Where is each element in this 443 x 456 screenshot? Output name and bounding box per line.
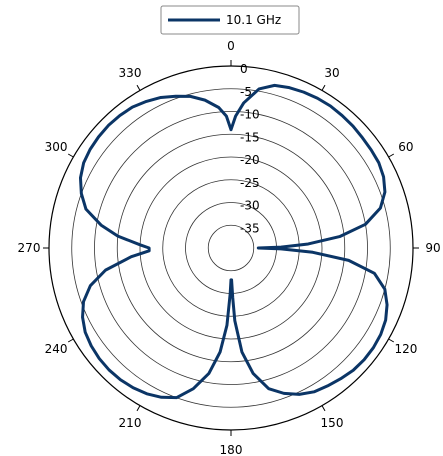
angle-tick-label: 270 xyxy=(18,241,41,255)
angle-tick xyxy=(321,405,326,412)
angle-tick xyxy=(321,84,326,91)
angle-tick-label: 180 xyxy=(220,443,243,456)
angle-ticks: 0 30 60 90 120 150 180 210 240 270 300 330 xyxy=(18,39,441,456)
angle-tick-label: 60 xyxy=(398,140,413,154)
angle-tick xyxy=(388,338,395,343)
angle-tick-label: 0 xyxy=(227,39,235,53)
radial-tick-label: -30 xyxy=(240,199,260,213)
grid-circle xyxy=(139,156,323,340)
radial-tick-label: -35 xyxy=(240,221,260,235)
radial-tick-label: -15 xyxy=(240,130,260,144)
angle-tick-label: 210 xyxy=(119,416,142,430)
outer-circle xyxy=(48,65,414,431)
angle-tick xyxy=(136,84,141,91)
radial-tick-label: -10 xyxy=(240,108,260,122)
angle-tick-label: 120 xyxy=(394,342,417,356)
angle-tick xyxy=(136,405,141,412)
grid-circle xyxy=(116,133,346,363)
angle-tick-label: 300 xyxy=(45,140,68,154)
radial-tick-labels: 0 -5 -10 -15 -20 -25 -30 -35 xyxy=(240,62,260,235)
angle-tick xyxy=(67,338,74,343)
legend-box xyxy=(160,5,300,35)
angle-tick-label: 330 xyxy=(119,66,142,80)
series-layer xyxy=(78,83,389,400)
series-line-10-1-ghz xyxy=(78,83,389,400)
angle-tick-label: 30 xyxy=(324,66,339,80)
radial-tick-label: -5 xyxy=(240,85,252,99)
angle-tick-label: 90 xyxy=(425,241,440,255)
grid-circle xyxy=(71,88,391,408)
grid-circle xyxy=(94,111,368,385)
polar-grid xyxy=(48,65,414,431)
angle-tick-label: 240 xyxy=(45,342,68,356)
angle-tick xyxy=(388,153,395,158)
angle-tick xyxy=(67,153,74,158)
grid-circle xyxy=(207,224,255,272)
grid-circle xyxy=(162,179,300,317)
angle-tick-label: 150 xyxy=(321,416,344,430)
radial-tick-label: -20 xyxy=(240,153,260,167)
radial-tick-label: 0 xyxy=(240,62,248,76)
radial-tick-label: -25 xyxy=(240,176,260,190)
legend: 10.1 GHz xyxy=(160,5,300,35)
legend-label-10-1-ghz: 10.1 GHz xyxy=(226,13,281,27)
